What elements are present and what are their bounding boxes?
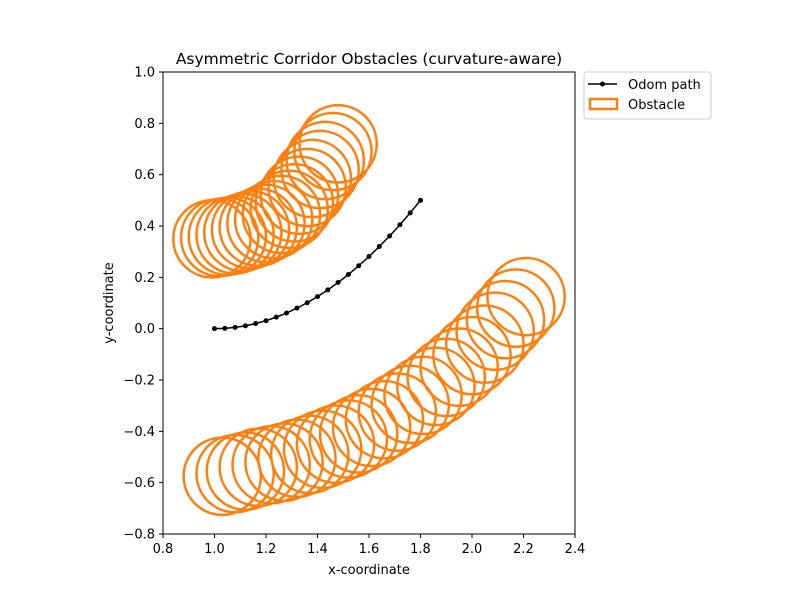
y-tick-label-4: 0.0 — [134, 322, 155, 337]
odom-path-point-17 — [387, 233, 393, 239]
obstacle-circle-15 — [280, 129, 360, 210]
obstacle-circle-16 — [285, 120, 366, 201]
obstacles-layer — [172, 103, 566, 517]
y-tick-label-7: 0.6 — [134, 168, 155, 183]
odom-path-point-11 — [325, 287, 331, 293]
legend-label-odom-path: Odom path — [628, 78, 701, 93]
obstacle-circle-43 — [475, 268, 556, 349]
obstacle-circle-29 — [308, 399, 389, 479]
odom-path-point-4 — [253, 321, 259, 327]
odom-path-point-3 — [242, 323, 248, 329]
obstacle-circle-18 — [298, 103, 378, 184]
x-tick-label-0: 0.8 — [153, 542, 174, 557]
x-axis: 0.8 1.0 1.2 1.4 1.6 1.8 2.0 2.2 2.4 — [153, 534, 586, 557]
obstacle-circle-7 — [226, 183, 306, 264]
obstacle-circle-42 — [465, 279, 546, 360]
obstacle-circle-30 — [318, 394, 399, 474]
x-tick-label-2: 1.2 — [256, 542, 277, 557]
x-axis-label: x-coordinate — [328, 563, 410, 578]
obstacle-circle-39 — [432, 315, 512, 396]
obstacle-circle-36 — [396, 346, 476, 427]
y-tick-label-8: 0.8 — [134, 117, 155, 132]
obstacle-circle-44 — [486, 256, 566, 337]
y-tick-label-1: −0.6 — [123, 476, 155, 491]
x-tick-label-7: 2.2 — [513, 542, 534, 557]
obstacle-circle-12 — [259, 155, 340, 236]
odom-path-point-9 — [304, 300, 310, 306]
obstacle-circle-32 — [344, 379, 425, 460]
obstacle-circle-33 — [357, 372, 438, 452]
x-tick-label-1: 1.0 — [204, 542, 225, 557]
x-tick-label-5: 1.8 — [410, 542, 431, 557]
obstacle-circle-41 — [455, 291, 536, 372]
odom-path-point-12 — [335, 279, 341, 285]
odom-path-point-13 — [345, 272, 351, 278]
odom-path-point-18 — [397, 222, 403, 228]
odom-path-point-0 — [212, 326, 217, 332]
chart-title: Asymmetric Corridor Obstacles (curvature… — [176, 50, 562, 68]
y-axis: −0.8 −0.6 −0.4 −0.2 0.0 0.2 0.4 0.6 0.8 1.0 — [123, 66, 163, 543]
obstacle-circle-10 — [249, 169, 330, 250]
odom-path-point-19 — [407, 210, 413, 216]
obstacle-circle-31 — [331, 387, 412, 468]
legend-entry-odom-path: Odom path — [588, 78, 701, 93]
y-tick-label-9: 1.0 — [134, 66, 155, 81]
y-tick-label-3: −0.2 — [123, 374, 155, 389]
odom-path-point-7 — [284, 310, 290, 316]
obstacle-circle-14 — [272, 138, 353, 219]
odom-path-point-20 — [418, 197, 423, 203]
odom-path-point-10 — [315, 294, 320, 300]
legend: Odom path Obstacle — [583, 71, 712, 120]
odom-path-point-16 — [376, 244, 382, 250]
legend-obstacle-swatch — [588, 97, 619, 111]
x-tick-label-3: 1.4 — [307, 542, 328, 557]
odom-path-point-15 — [366, 254, 372, 260]
obstacle-circle-17 — [293, 111, 373, 192]
x-tick-label-6: 2.0 — [462, 542, 483, 557]
legend-marker-swatch — [600, 81, 605, 87]
obstacle-circle-21 — [205, 431, 286, 511]
obstacle-circle-11 — [254, 163, 335, 243]
legend-entry-obstacle: Obstacle — [588, 97, 685, 113]
odom-path-point-1 — [222, 325, 228, 331]
odom-path-point-5 — [263, 318, 269, 324]
odom-path-layer — [212, 197, 423, 332]
y-tick-label-6: 0.4 — [134, 220, 155, 235]
odom-path-point-8 — [294, 305, 300, 311]
x-tick-label-8: 2.4 — [565, 542, 586, 557]
y-tick-label-0: −0.8 — [123, 528, 155, 543]
x-tick-label-4: 1.6 — [359, 542, 380, 557]
odom-path-point-6 — [273, 314, 279, 320]
obstacle-circle-40 — [445, 304, 525, 384]
legend-label-obstacle: Obstacle — [628, 98, 685, 113]
odom-path-point-14 — [356, 263, 362, 269]
y-tick-label-5: 0.2 — [134, 271, 155, 286]
obstacle-circle-24 — [244, 422, 324, 503]
obstacle-circle-38 — [419, 327, 499, 408]
y-tick-label-2: −0.4 — [123, 425, 155, 440]
odom-path-point-2 — [232, 324, 238, 330]
y-axis-label: y-coordinate — [102, 262, 117, 344]
